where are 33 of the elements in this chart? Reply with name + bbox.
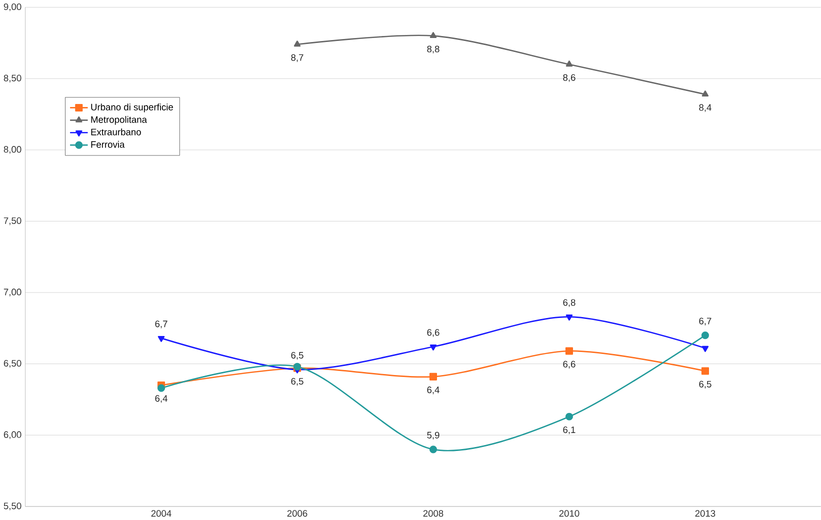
y-tick-label: 7,50	[4, 217, 22, 225]
x-tick-label: 2010	[559, 510, 580, 517]
x-tick-label: 2006	[287, 510, 308, 517]
y-tick-label: 6,50	[4, 360, 22, 368]
data-label: 6,7	[699, 318, 712, 326]
legend-label: Urbano di superficie	[91, 103, 173, 112]
y-tick-label: 6,00	[4, 431, 22, 439]
legend-label: Ferrovia	[91, 140, 125, 148]
x-tick-label: 2013	[695, 510, 716, 517]
data-label: 6,5	[699, 380, 712, 388]
y-tick-label: 8,50	[4, 74, 22, 82]
data-label: 8,7	[291, 54, 304, 62]
data-label: 6,6	[563, 360, 576, 368]
x-tick-label: 2004	[151, 510, 172, 517]
data-label: 6,4	[155, 395, 168, 403]
data-label: 6,5	[291, 352, 304, 360]
data-label: 8,6	[563, 74, 576, 82]
legend-label: Metropolitana	[91, 116, 147, 125]
y-tick-label: 5,50	[4, 502, 22, 510]
y-tick-label: 7,00	[4, 288, 22, 296]
data-label: 5,9	[427, 432, 440, 440]
legend-label: Extraurbano	[91, 128, 141, 136]
data-label: 8,8	[427, 46, 440, 54]
data-label: 6,5	[291, 378, 304, 386]
y-tick-label: 9,00	[4, 3, 22, 12]
data-label: 6,4	[427, 386, 440, 394]
data-label: 8,4	[699, 104, 712, 112]
data-label: 6,6	[427, 329, 440, 337]
data-label: 6,8	[563, 299, 576, 307]
x-tick-label: 2008	[423, 510, 444, 517]
y-tick-label: 8,00	[4, 146, 22, 154]
data-label: 6,7	[155, 320, 168, 328]
data-label: 6,1	[563, 426, 576, 434]
